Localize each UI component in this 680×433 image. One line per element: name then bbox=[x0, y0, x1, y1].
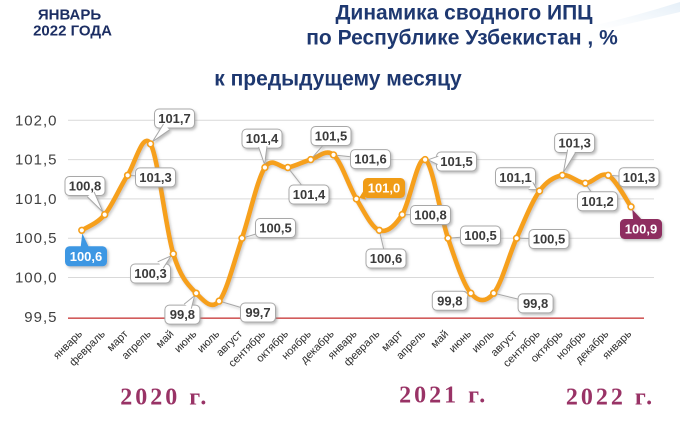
svg-text:101,3: 101,3 bbox=[623, 170, 656, 185]
svg-text:101,3: 101,3 bbox=[558, 136, 591, 151]
svg-text:100,9: 100,9 bbox=[625, 222, 658, 237]
svg-text:99,5: 99,5 bbox=[24, 309, 57, 326]
svg-text:100,5: 100,5 bbox=[259, 221, 292, 236]
svg-text:101,4: 101,4 bbox=[293, 187, 326, 202]
svg-text:100,6: 100,6 bbox=[370, 251, 403, 266]
svg-text:101,5: 101,5 bbox=[315, 129, 348, 144]
svg-text:101,5: 101,5 bbox=[15, 152, 58, 169]
svg-text:99,8: 99,8 bbox=[437, 293, 462, 308]
svg-text:99,8: 99,8 bbox=[170, 307, 195, 322]
svg-text:101,0: 101,0 bbox=[368, 181, 401, 196]
svg-text:к предыдущему месяцу: к предыдущему месяцу bbox=[214, 68, 462, 91]
svg-text:100,0: 100,0 bbox=[15, 270, 58, 287]
svg-text:2022 ГОДА: 2022 ГОДА bbox=[33, 23, 112, 40]
svg-text:по Республике Узбекистан , %: по Республике Узбекистан , % bbox=[306, 27, 618, 50]
svg-text:101,5: 101,5 bbox=[440, 154, 473, 169]
svg-text:101,3: 101,3 bbox=[139, 170, 172, 185]
svg-text:100,5: 100,5 bbox=[464, 228, 497, 243]
svg-text:100,8: 100,8 bbox=[69, 179, 102, 194]
svg-text:2022 г.: 2022 г. bbox=[566, 385, 655, 411]
svg-text:100,3: 100,3 bbox=[134, 266, 167, 281]
svg-text:100,5: 100,5 bbox=[15, 230, 58, 247]
svg-text:101,7: 101,7 bbox=[158, 111, 191, 126]
svg-text:2021 г.: 2021 г. bbox=[399, 383, 488, 409]
svg-text:101,4: 101,4 bbox=[246, 131, 279, 146]
svg-text:100,6: 100,6 bbox=[70, 249, 103, 264]
svg-text:99,8: 99,8 bbox=[523, 296, 548, 311]
svg-text:101,1: 101,1 bbox=[499, 170, 532, 185]
svg-text:100,8: 100,8 bbox=[414, 208, 447, 223]
svg-text:102,0: 102,0 bbox=[15, 112, 58, 129]
svg-text:99,7: 99,7 bbox=[245, 305, 270, 320]
svg-text:101,0: 101,0 bbox=[15, 191, 58, 208]
svg-text:100,5: 100,5 bbox=[533, 232, 566, 247]
svg-text:101,6: 101,6 bbox=[354, 152, 387, 167]
svg-text:2020 г.: 2020 г. bbox=[120, 385, 209, 411]
svg-text:Динамика сводного ИПЦ: Динамика сводного ИПЦ bbox=[335, 2, 593, 25]
svg-text:ЯНВАРЬ: ЯНВАРЬ bbox=[38, 7, 102, 24]
svg-text:101,2: 101,2 bbox=[581, 194, 614, 209]
